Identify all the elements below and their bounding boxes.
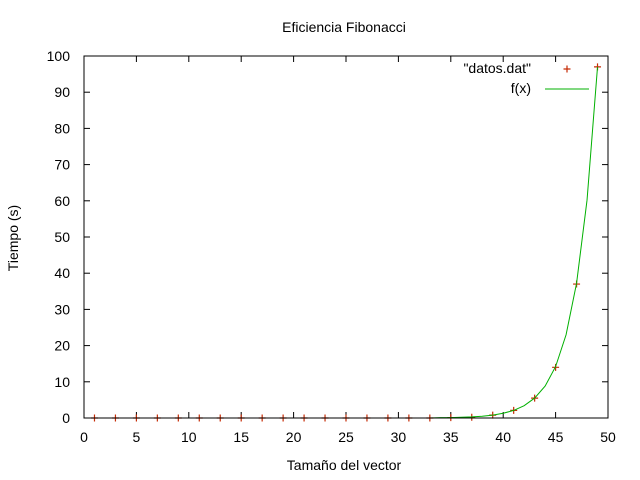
x-axis-label: Tamaño del vector bbox=[287, 457, 402, 473]
series-layer bbox=[90, 63, 602, 422]
legend: "datos.dat" f(x) bbox=[463, 60, 589, 96]
x-tick-label: 10 bbox=[181, 429, 197, 445]
x-tick-label: 45 bbox=[548, 429, 564, 445]
y-tick-label: 80 bbox=[54, 120, 70, 136]
legend-label: f(x) bbox=[511, 80, 531, 96]
y-tick-label: 60 bbox=[54, 193, 70, 209]
plot-frame bbox=[83, 55, 609, 419]
x-tick-label: 30 bbox=[391, 429, 407, 445]
y-tick-label: 30 bbox=[54, 301, 70, 317]
x-tick-label: 5 bbox=[133, 429, 141, 445]
x-tick-label: 50 bbox=[600, 429, 616, 445]
x-tick-label: 0 bbox=[80, 429, 88, 445]
chart-title: Eficiencia Fibonacci bbox=[282, 19, 406, 35]
x-tick-label: 25 bbox=[338, 429, 354, 445]
legend-label: "datos.dat" bbox=[463, 60, 531, 76]
x-tick-label: 20 bbox=[286, 429, 302, 445]
y-axis-label: Tiempo (s) bbox=[5, 205, 21, 271]
y-tick-label: 40 bbox=[54, 265, 70, 281]
y-tick-label: 90 bbox=[54, 84, 70, 100]
legend-point-swatch bbox=[563, 65, 571, 73]
y-tick-label: 70 bbox=[54, 157, 70, 173]
y-tick-label: 20 bbox=[54, 338, 70, 354]
y-tick-label: 10 bbox=[54, 374, 70, 390]
x-tick-label: 15 bbox=[233, 429, 249, 445]
y-tick-label: 100 bbox=[47, 48, 71, 64]
fit-line bbox=[398, 66, 599, 419]
x-tick-label: 35 bbox=[443, 429, 459, 445]
y-tick-label: 0 bbox=[62, 410, 70, 426]
y-tick-label: 50 bbox=[54, 229, 70, 245]
x-tick-label: 40 bbox=[495, 429, 511, 445]
axis-ticks: 0 5 10 15 20 25 30 35 40 45 50 0 10 20 30 40 50 60 70 80 90 1… bbox=[47, 48, 616, 445]
